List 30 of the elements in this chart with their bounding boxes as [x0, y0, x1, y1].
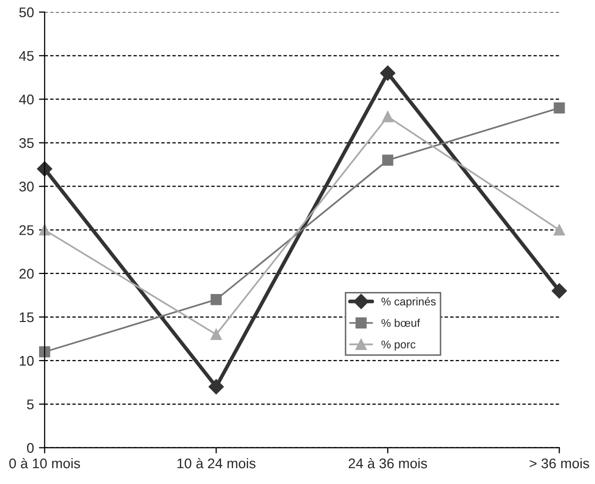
point — [380, 66, 396, 81]
point — [39, 346, 50, 358]
y-tick-label: 5 — [27, 400, 34, 410]
point — [554, 102, 565, 114]
point — [382, 154, 394, 166]
y-tick-label: 50 — [19, 7, 34, 18]
y-tick-label: 30 — [19, 182, 34, 192]
x-tick-label: > 36 mois — [530, 458, 590, 468]
point — [208, 379, 224, 394]
point — [210, 294, 222, 306]
y-tick-label: 20 — [19, 268, 34, 279]
legend-label: % porc — [382, 340, 416, 351]
point — [552, 283, 567, 298]
y-tick-label: 0 — [27, 443, 34, 453]
y-tick-label: 25 — [19, 225, 34, 236]
y-tick-label: 35 — [19, 138, 34, 148]
legend-label: % bœuf — [382, 318, 420, 327]
y-tick-label: 15 — [20, 312, 34, 322]
x-tick-label: 24 à 36 mois — [348, 458, 428, 468]
x-tick-label: 10 à 24 mois — [177, 458, 256, 468]
x-tick-label: 0 à 10 mois — [9, 458, 80, 468]
point — [39, 224, 50, 236]
point — [382, 111, 394, 122]
y-tick-label: 40 — [19, 94, 34, 104]
point — [210, 328, 222, 340]
point — [554, 224, 565, 236]
y-tick-label: 45 — [19, 51, 34, 61]
point — [37, 161, 52, 176]
y-tick-label: 10 — [20, 356, 34, 366]
legend-label: % caprinés — [382, 297, 436, 308]
